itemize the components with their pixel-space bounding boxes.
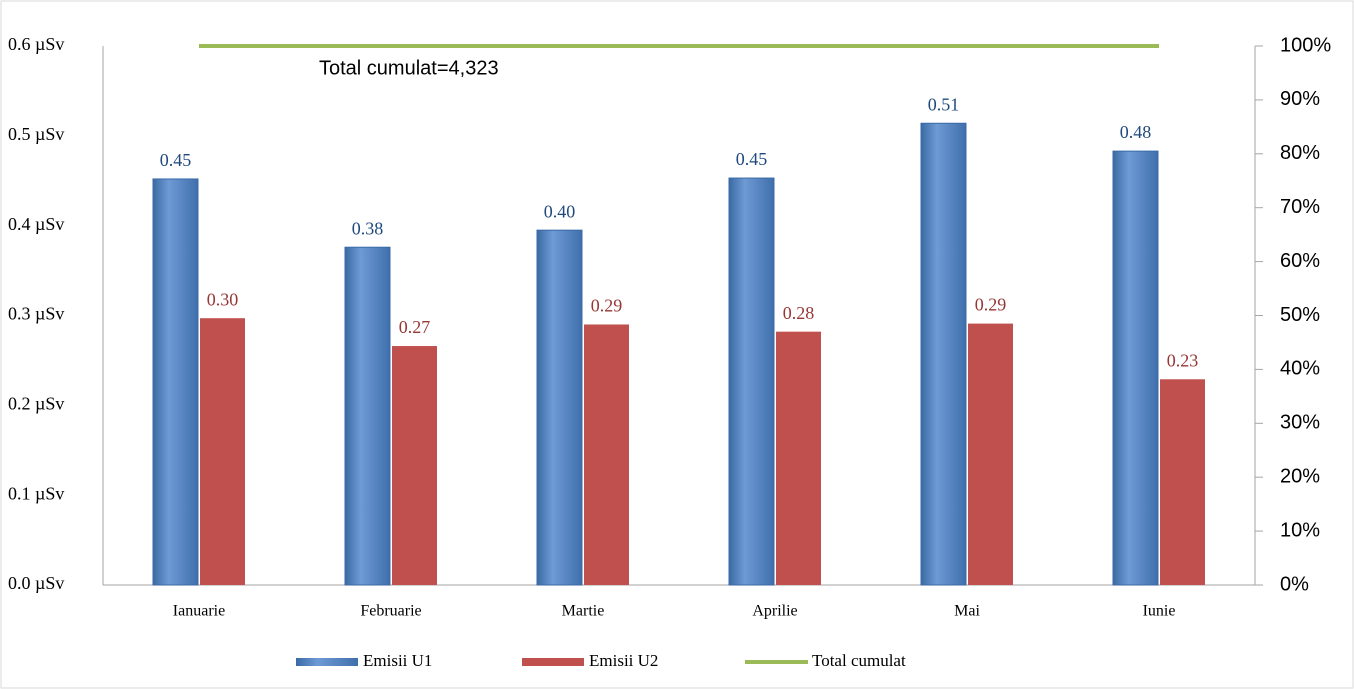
data-label: 0.45 (160, 150, 192, 170)
bar (536, 229, 583, 586)
y2-tick-label: 30% (1280, 412, 1320, 434)
data-label: 0.40 (544, 201, 576, 221)
x-tick-label: Iunie (1143, 603, 1176, 620)
data-label: 0.30 (207, 289, 239, 309)
x-tick-label: Aprilie (752, 603, 797, 620)
y-tick-label: 0.4 µSv (8, 214, 64, 234)
y-tick-label: 0.3 µSv (8, 304, 64, 324)
y2-tick-label: 90% (1280, 88, 1320, 110)
y2-tick-label: 50% (1280, 304, 1320, 326)
bar (344, 246, 391, 586)
bar (584, 324, 629, 585)
legend-swatch (522, 658, 584, 666)
y-tick-label: 0.6 µSv (8, 34, 64, 54)
bar (728, 177, 775, 586)
x-tick-label: Martie (562, 603, 605, 620)
bar (152, 178, 199, 586)
y-tick-label: 0.2 µSv (8, 393, 64, 413)
annotation: Total cumulat=4,323 (319, 57, 499, 79)
y2-tick-label: 60% (1280, 250, 1320, 272)
y-tick-label: 0.1 µSv (8, 483, 64, 503)
legend-label: Total cumulat (812, 651, 906, 670)
x-tick-label: Februarie (360, 603, 421, 620)
data-label: 0.45 (736, 149, 768, 169)
bar (200, 318, 245, 585)
data-label: 0.27 (399, 317, 431, 337)
data-label: 0.51 (928, 94, 960, 114)
bar (968, 323, 1013, 585)
y2-tick-label: 40% (1280, 358, 1320, 380)
bar (1112, 150, 1159, 586)
y2-tick-label: 10% (1280, 519, 1320, 541)
bar (1160, 379, 1205, 585)
legend-label: Emisii U2 (589, 651, 658, 670)
data-label: 0.38 (352, 218, 384, 238)
y2-tick-label: 70% (1280, 196, 1320, 218)
x-tick-label: Mai (954, 603, 980, 620)
y2-tick-label: 100% (1280, 34, 1331, 56)
y-tick-label: 0.5 µSv (8, 124, 64, 144)
y2-tick-label: 20% (1280, 465, 1320, 487)
data-label: 0.29 (591, 296, 623, 316)
y2-tick-label: 0% (1280, 573, 1309, 595)
x-tick-label: Ianuarie (173, 603, 225, 620)
bar (920, 122, 967, 586)
bar (392, 346, 437, 585)
y-tick-label: 0.0 µSv (8, 573, 64, 593)
data-label: 0.28 (783, 303, 815, 323)
data-label: 0.48 (1120, 122, 1152, 142)
legend-label: Emisii U1 (363, 651, 432, 670)
y2-tick-label: 80% (1280, 142, 1320, 164)
data-label: 0.29 (975, 295, 1007, 315)
bar (776, 331, 821, 585)
data-label: 0.23 (1167, 350, 1199, 370)
legend-swatch (296, 658, 358, 666)
